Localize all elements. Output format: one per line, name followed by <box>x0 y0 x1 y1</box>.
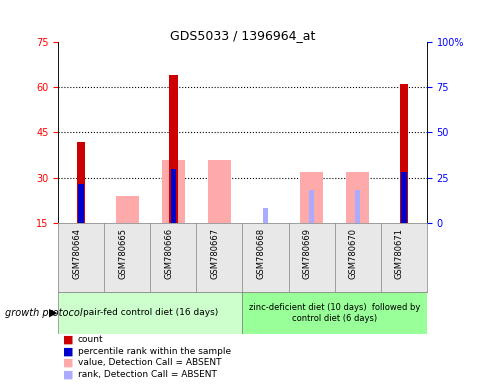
Text: rank, Detection Call = ABSENT: rank, Detection Call = ABSENT <box>77 370 216 379</box>
Text: count: count <box>77 335 103 344</box>
Bar <box>262 208 268 223</box>
Bar <box>170 169 176 223</box>
Bar <box>78 184 84 223</box>
Text: ■: ■ <box>63 346 74 356</box>
Text: GSM780669: GSM780669 <box>302 228 311 279</box>
Text: ▶: ▶ <box>48 308 57 318</box>
Text: GSM780667: GSM780667 <box>210 228 219 280</box>
Bar <box>300 172 322 223</box>
Bar <box>308 190 314 223</box>
Text: value, Detection Call = ABSENT: value, Detection Call = ABSENT <box>77 358 221 367</box>
Text: GSM780668: GSM780668 <box>256 228 265 280</box>
Bar <box>77 142 85 223</box>
Text: ■: ■ <box>63 335 74 345</box>
Bar <box>169 75 177 223</box>
Text: ■: ■ <box>63 358 74 368</box>
Bar <box>170 187 176 223</box>
Text: zinc-deficient diet (10 days)  followed by
control diet (6 days): zinc-deficient diet (10 days) followed b… <box>248 303 420 323</box>
Text: GSM780670: GSM780670 <box>348 228 357 279</box>
Text: pair-fed control diet (16 days): pair-fed control diet (16 days) <box>83 308 217 318</box>
Bar <box>116 196 138 223</box>
Bar <box>346 172 368 223</box>
Text: ■: ■ <box>63 369 74 379</box>
Bar <box>354 190 360 223</box>
Text: GSM780665: GSM780665 <box>118 228 127 279</box>
Text: GDS5033 / 1396964_at: GDS5033 / 1396964_at <box>169 29 315 42</box>
Bar <box>400 172 406 223</box>
Text: GSM780671: GSM780671 <box>394 228 403 279</box>
Bar <box>162 160 184 223</box>
Text: GSM780666: GSM780666 <box>164 228 173 280</box>
Text: GSM780664: GSM780664 <box>72 228 81 279</box>
Bar <box>242 292 426 334</box>
Bar <box>208 160 230 223</box>
Text: growth protocol: growth protocol <box>5 308 82 318</box>
Bar <box>58 292 242 334</box>
Text: percentile rank within the sample: percentile rank within the sample <box>77 347 230 356</box>
Bar <box>399 84 407 223</box>
